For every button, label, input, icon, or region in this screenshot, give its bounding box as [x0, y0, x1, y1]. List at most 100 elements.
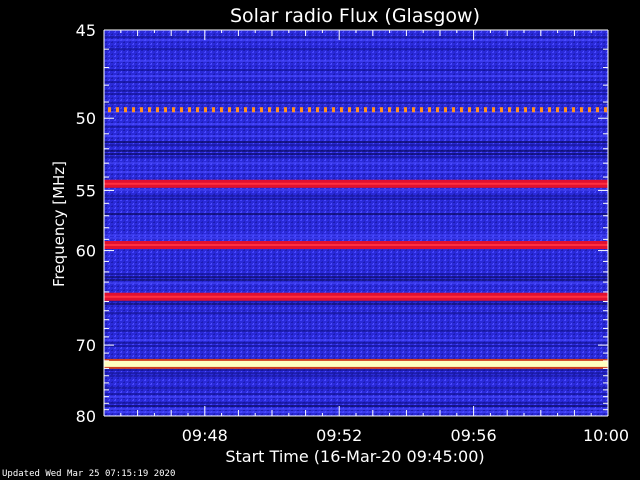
band-dot-49.5 [180, 107, 183, 113]
texture-stripe [104, 102, 608, 104]
band-dot-49.5 [404, 107, 407, 113]
band-core-59.5 [104, 244, 608, 247]
y-tick-label: 60 [76, 242, 96, 261]
texture-stripe [104, 312, 608, 314]
texture-stripe [104, 279, 608, 281]
band-dot-49.5 [388, 107, 391, 113]
texture-stripe [104, 393, 608, 395]
band-dot-49.5 [540, 107, 543, 113]
band-dot-49.5 [484, 107, 487, 113]
band-dot-49.5 [444, 107, 447, 113]
updated-timestamp: Updated Wed Mar 25 07:15:19 2020 [2, 469, 176, 479]
x-axis-label: Start Time (16-Mar-20 09:45:00) [225, 447, 484, 466]
texture-stripe [104, 213, 608, 215]
texture-stripe [104, 171, 608, 173]
texture-stripe [104, 153, 608, 155]
band-dot-49.5 [308, 107, 311, 113]
texture-stripe [104, 48, 608, 50]
x-tick-label: 09:52 [316, 426, 362, 445]
texture-stripe [104, 342, 608, 344]
band-dot-49.5 [452, 107, 455, 113]
texture-stripe [104, 198, 608, 200]
band-dot-49.5 [428, 107, 431, 113]
band-dot-49.5 [324, 107, 327, 113]
band-dot-49.5 [172, 107, 175, 113]
texture-stripe [104, 234, 608, 236]
x-tick-label: 09:56 [451, 426, 497, 445]
band-core-72.4 [104, 360, 608, 367]
y-tick-label: 50 [76, 109, 96, 128]
texture-stripe [104, 39, 608, 41]
texture-stripe [104, 150, 608, 152]
texture-stripe [104, 411, 608, 413]
band-dot-49.5 [500, 107, 503, 113]
band-dot-49.5 [396, 107, 399, 113]
texture-stripe [104, 273, 608, 275]
band-dot-49.5 [204, 107, 207, 113]
texture-stripe [104, 282, 608, 284]
plot-area [104, 30, 608, 416]
band-dot-49.5 [124, 107, 127, 113]
band-dot-49.5 [340, 107, 343, 113]
spectrogram-background [104, 30, 608, 416]
texture-stripe [104, 339, 608, 341]
band-dot-49.5 [188, 107, 191, 113]
band-dot-49.5 [604, 107, 607, 113]
band-dot-49.5 [556, 107, 559, 113]
band-dot-49.5 [580, 107, 583, 113]
frequency-bands [104, 107, 608, 369]
band-dot-49.5 [284, 107, 287, 113]
band-dot-49.5 [108, 107, 111, 113]
band-dot-49.5 [300, 107, 303, 113]
texture-stripe [104, 237, 608, 239]
band-dot-49.5 [364, 107, 367, 113]
y-axis-label: Frequency [MHz] [50, 161, 68, 287]
band-dot-49.5 [588, 107, 591, 113]
texture-stripe [104, 162, 608, 164]
y-axis: 45 50 55 60 70 80 [76, 21, 609, 426]
band-dot-49.5 [252, 107, 255, 113]
band-dot-49.5 [348, 107, 351, 113]
band-dot-49.5 [436, 107, 439, 113]
band-dot-49.5 [548, 107, 551, 113]
band-dot-49.5 [468, 107, 471, 113]
x-axis: 09:48 09:52 09:56 10:00 [103, 29, 629, 445]
band-dot-49.5 [116, 107, 119, 113]
texture-stripe [104, 36, 608, 38]
texture-stripe [104, 408, 608, 410]
texture-stripe [104, 345, 608, 347]
x-tick-label: 10:00 [583, 426, 629, 445]
band-dot-49.5 [268, 107, 271, 113]
texture-stripe [104, 372, 608, 374]
band-dot-49.5 [292, 107, 295, 113]
texture-stripe [104, 144, 608, 146]
y-tick-label: 45 [76, 21, 96, 40]
band-dot-49.5 [356, 107, 359, 113]
texture-stripe [104, 141, 608, 143]
band-dot-49.5 [260, 107, 263, 113]
band-dot-49.5 [564, 107, 567, 113]
band-dot-49.5 [148, 107, 151, 113]
texture-stripe [104, 303, 608, 305]
texture-stripe [104, 69, 608, 71]
band-core-64.5 [104, 295, 608, 298]
texture-stripe [104, 276, 608, 278]
band-dot-49.5 [140, 107, 143, 113]
band-dot-49.5 [572, 107, 575, 113]
texture-stripe [104, 396, 608, 398]
band-dot-49.5 [524, 107, 527, 113]
band-core-54.5 [104, 182, 608, 185]
band-dot-49.5 [532, 107, 535, 113]
texture-stripe [104, 156, 608, 158]
band-dot-49.5 [276, 107, 279, 113]
band-dot-49.5 [332, 107, 335, 113]
band-dot-49.5 [132, 107, 135, 113]
texture-stripe [104, 93, 608, 95]
band-dot-49.5 [316, 107, 319, 113]
band-dot-49.5 [476, 107, 479, 113]
texture-stripe [104, 405, 608, 407]
band-dot-49.5 [596, 107, 599, 113]
texture-stripe [104, 123, 608, 125]
texture-stripe [104, 402, 608, 404]
